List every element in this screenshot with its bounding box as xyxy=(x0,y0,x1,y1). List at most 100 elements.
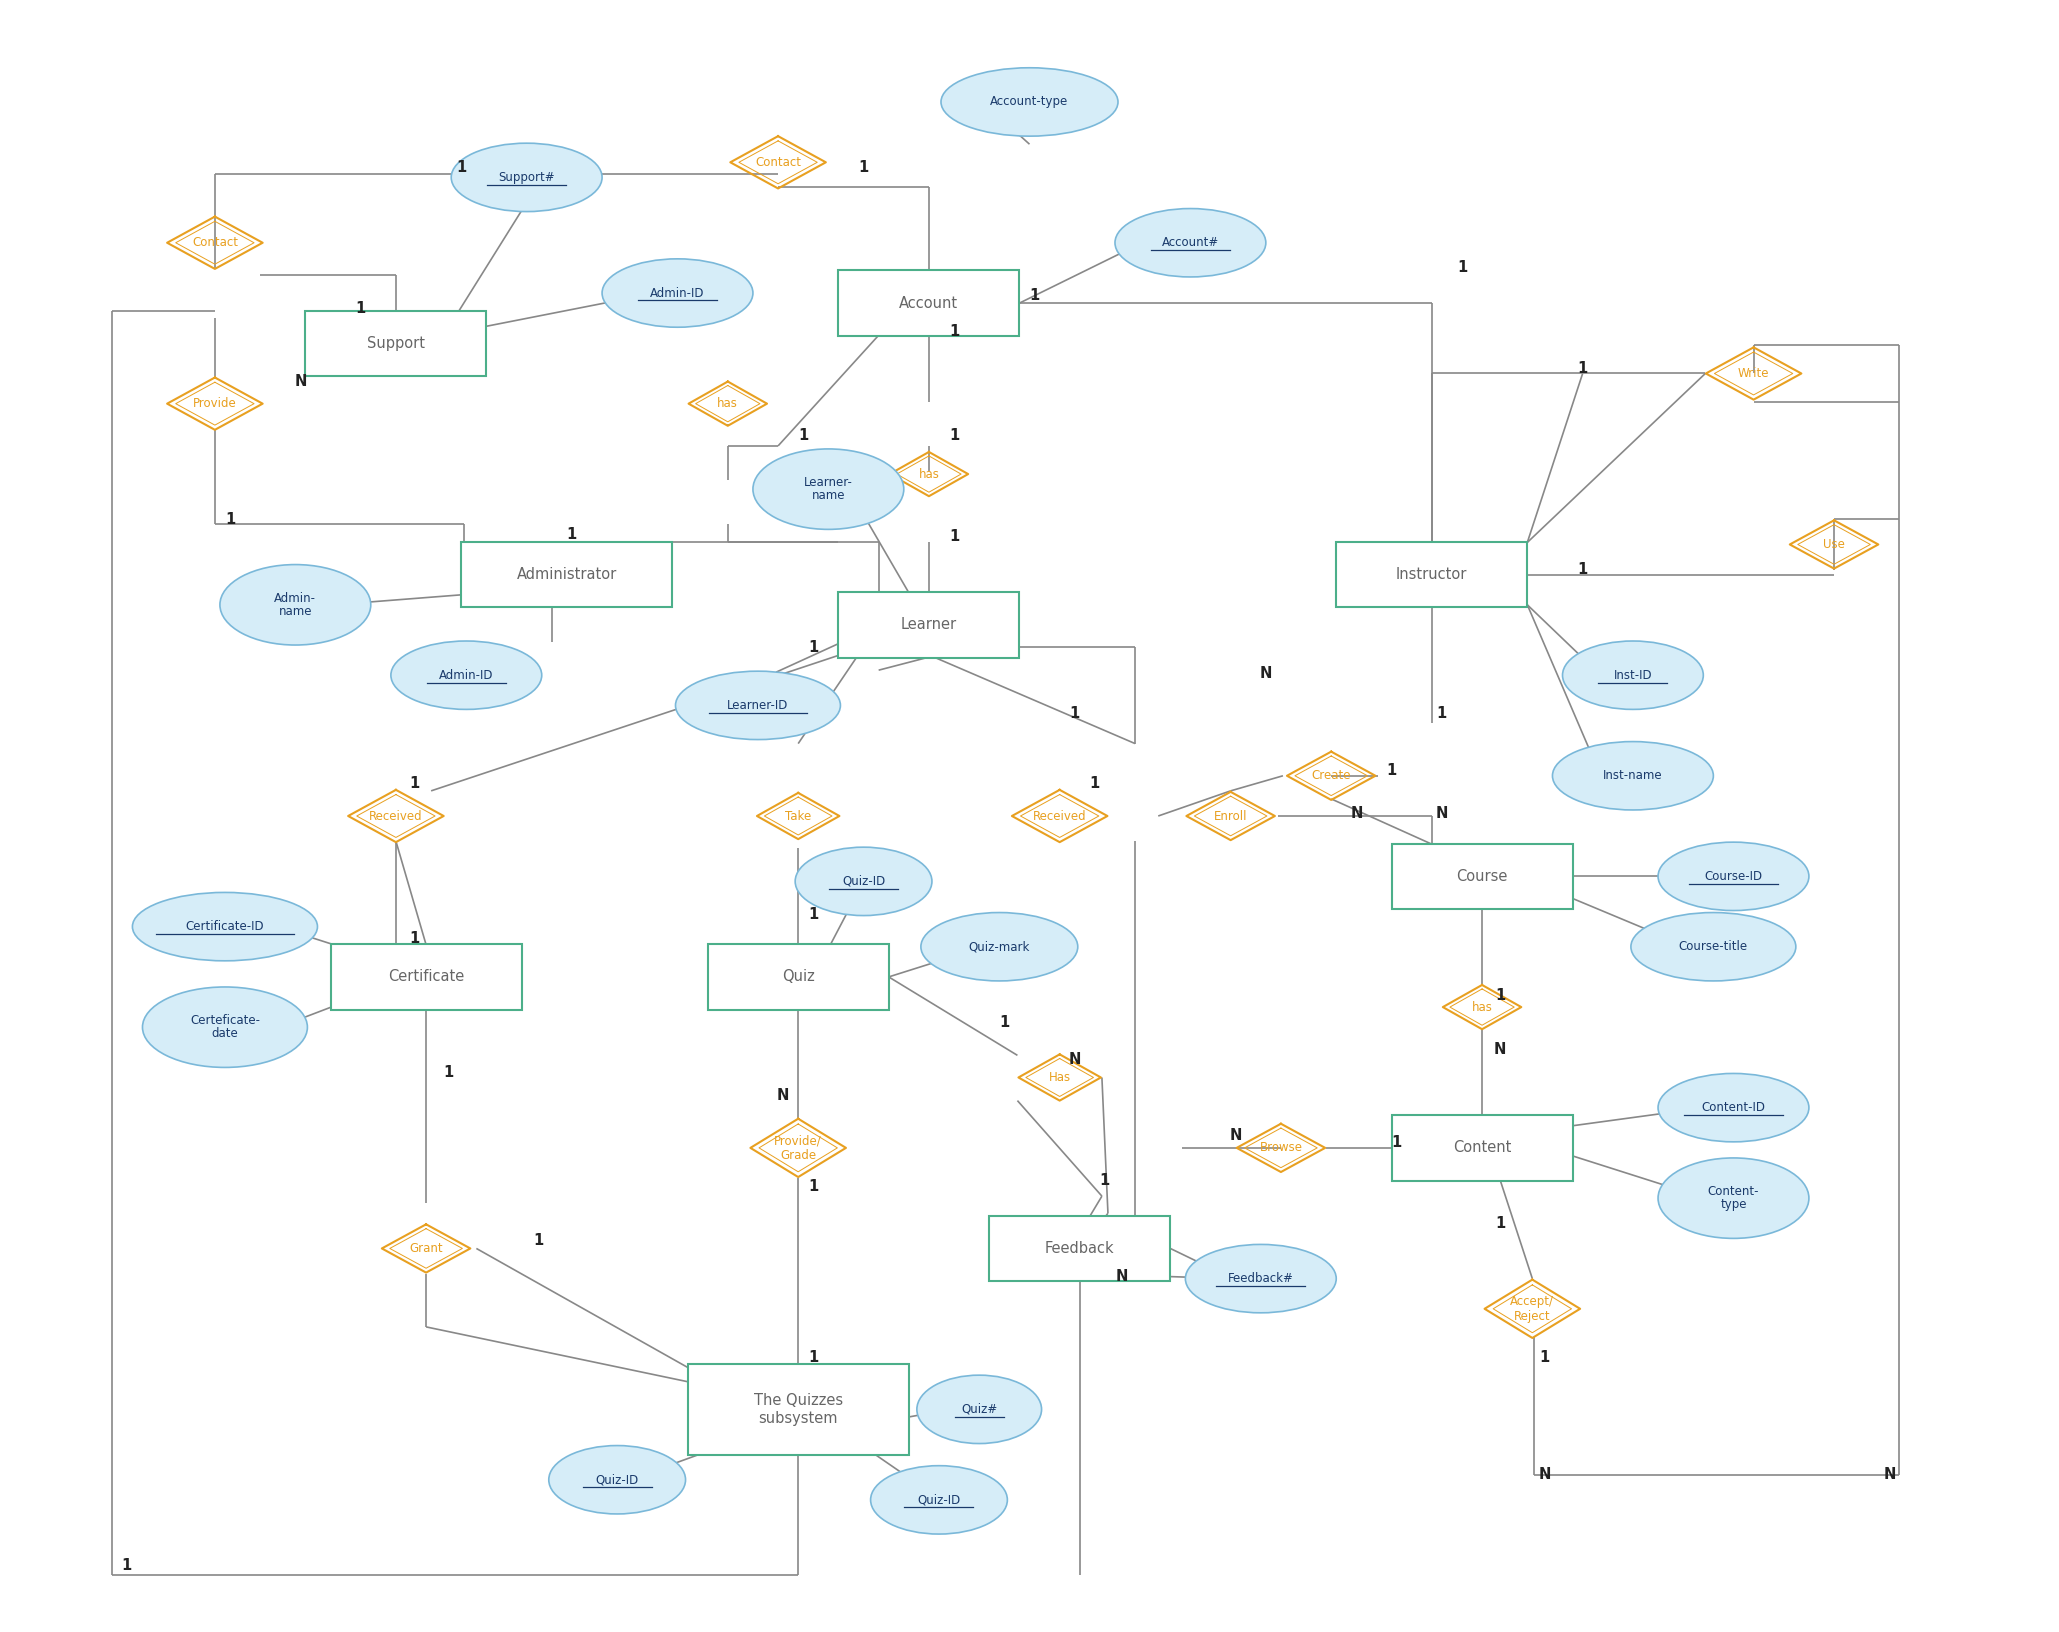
Text: 1: 1 xyxy=(949,323,959,339)
FancyBboxPatch shape xyxy=(305,310,486,375)
FancyBboxPatch shape xyxy=(1336,542,1528,607)
Text: Received: Received xyxy=(1034,809,1087,823)
Text: Instructor: Instructor xyxy=(1396,568,1468,583)
Text: Quiz: Quiz xyxy=(782,969,815,984)
Text: has: has xyxy=(1472,1000,1493,1013)
Text: Administrator: Administrator xyxy=(517,568,618,583)
Text: 1: 1 xyxy=(807,640,817,654)
Text: 1: 1 xyxy=(859,160,869,175)
Text: The Quizzes
subsystem: The Quizzes subsystem xyxy=(754,1392,842,1426)
Text: 1: 1 xyxy=(1495,1216,1505,1231)
FancyBboxPatch shape xyxy=(1392,844,1573,909)
Text: Certeficate-: Certeficate- xyxy=(189,1013,259,1027)
Text: Content-ID: Content-ID xyxy=(1701,1102,1765,1115)
Text: 1: 1 xyxy=(457,160,467,175)
Text: Grant: Grant xyxy=(410,1242,443,1255)
Ellipse shape xyxy=(391,641,542,710)
Ellipse shape xyxy=(1657,1074,1810,1142)
Text: Take: Take xyxy=(784,809,811,823)
Text: 1: 1 xyxy=(533,1232,544,1248)
Text: Course-title: Course-title xyxy=(1678,940,1748,953)
Text: Content: Content xyxy=(1454,1141,1511,1155)
FancyBboxPatch shape xyxy=(1392,1115,1573,1180)
Text: N: N xyxy=(1351,806,1363,821)
Text: 1: 1 xyxy=(799,428,809,444)
Text: N: N xyxy=(1069,1053,1081,1067)
Text: N: N xyxy=(1260,666,1272,681)
Text: name: name xyxy=(811,490,844,503)
Text: 1: 1 xyxy=(807,1350,817,1364)
Text: 1: 1 xyxy=(1458,261,1468,276)
FancyBboxPatch shape xyxy=(461,542,673,607)
Text: 1: 1 xyxy=(807,907,817,922)
Text: Quiz-ID: Quiz-ID xyxy=(842,875,885,888)
Text: 1: 1 xyxy=(566,527,577,542)
FancyBboxPatch shape xyxy=(838,271,1019,336)
Text: Write: Write xyxy=(1738,367,1769,380)
Text: N: N xyxy=(776,1089,789,1103)
Ellipse shape xyxy=(1631,912,1795,981)
Text: 1: 1 xyxy=(999,1015,1009,1030)
Text: 1: 1 xyxy=(1392,1136,1402,1151)
FancyBboxPatch shape xyxy=(331,945,521,1010)
Text: 1: 1 xyxy=(1437,707,1447,721)
Text: Learner: Learner xyxy=(902,617,957,633)
Ellipse shape xyxy=(795,847,933,916)
Ellipse shape xyxy=(1186,1245,1336,1312)
Ellipse shape xyxy=(132,893,317,961)
Text: Enroll: Enroll xyxy=(1215,809,1248,823)
Ellipse shape xyxy=(871,1466,1007,1534)
Text: 1: 1 xyxy=(949,529,959,543)
Text: Feedback: Feedback xyxy=(1046,1240,1114,1257)
Text: 1: 1 xyxy=(121,1557,132,1573)
Text: Account#: Account# xyxy=(1161,237,1219,250)
Text: 1: 1 xyxy=(1540,1350,1550,1364)
Ellipse shape xyxy=(754,449,904,529)
Text: Account-type: Account-type xyxy=(990,95,1069,108)
Text: Provide/
Grade: Provide/ Grade xyxy=(774,1134,822,1162)
Text: N: N xyxy=(1435,806,1447,821)
Text: Certificate-ID: Certificate-ID xyxy=(185,920,264,934)
Text: Certificate: Certificate xyxy=(387,969,463,984)
FancyBboxPatch shape xyxy=(838,592,1019,658)
Text: 1: 1 xyxy=(807,1178,817,1193)
Ellipse shape xyxy=(1657,1159,1810,1239)
Text: 1: 1 xyxy=(1495,987,1505,1002)
Ellipse shape xyxy=(1552,741,1713,809)
Text: 1: 1 xyxy=(1577,561,1587,578)
Text: Quiz-ID: Quiz-ID xyxy=(918,1493,962,1506)
Text: Course: Course xyxy=(1456,868,1507,885)
Text: date: date xyxy=(212,1027,239,1040)
Text: has: has xyxy=(918,467,939,480)
Text: Admin-ID: Admin-ID xyxy=(439,669,494,682)
Text: 1: 1 xyxy=(224,512,235,527)
Ellipse shape xyxy=(550,1446,686,1514)
Text: has: has xyxy=(717,397,739,410)
Text: Inst-name: Inst-name xyxy=(1604,769,1664,782)
Text: Provide: Provide xyxy=(194,397,237,410)
Text: 1: 1 xyxy=(1100,1172,1110,1188)
Text: Create: Create xyxy=(1312,769,1351,782)
Ellipse shape xyxy=(451,144,601,212)
Text: 1: 1 xyxy=(1577,361,1587,375)
Ellipse shape xyxy=(675,671,840,739)
Text: Contact: Contact xyxy=(756,155,801,168)
Text: 1: 1 xyxy=(356,300,367,315)
Text: Quiz-ID: Quiz-ID xyxy=(595,1474,638,1487)
Ellipse shape xyxy=(1563,641,1703,710)
Text: N: N xyxy=(294,374,307,388)
Ellipse shape xyxy=(920,912,1077,981)
Ellipse shape xyxy=(1657,842,1810,911)
Text: 1: 1 xyxy=(1089,777,1100,792)
Ellipse shape xyxy=(142,987,307,1067)
Text: Feedback#: Feedback# xyxy=(1227,1271,1293,1284)
Text: 1: 1 xyxy=(410,777,420,792)
Text: Contact: Contact xyxy=(191,237,239,250)
Ellipse shape xyxy=(601,259,754,328)
Text: Content-: Content- xyxy=(1707,1185,1758,1198)
Text: Account: Account xyxy=(900,295,959,310)
Text: 1: 1 xyxy=(1030,287,1040,302)
Text: Received: Received xyxy=(369,809,422,823)
Text: Learner-ID: Learner-ID xyxy=(727,698,789,712)
Text: Browse: Browse xyxy=(1260,1141,1303,1154)
